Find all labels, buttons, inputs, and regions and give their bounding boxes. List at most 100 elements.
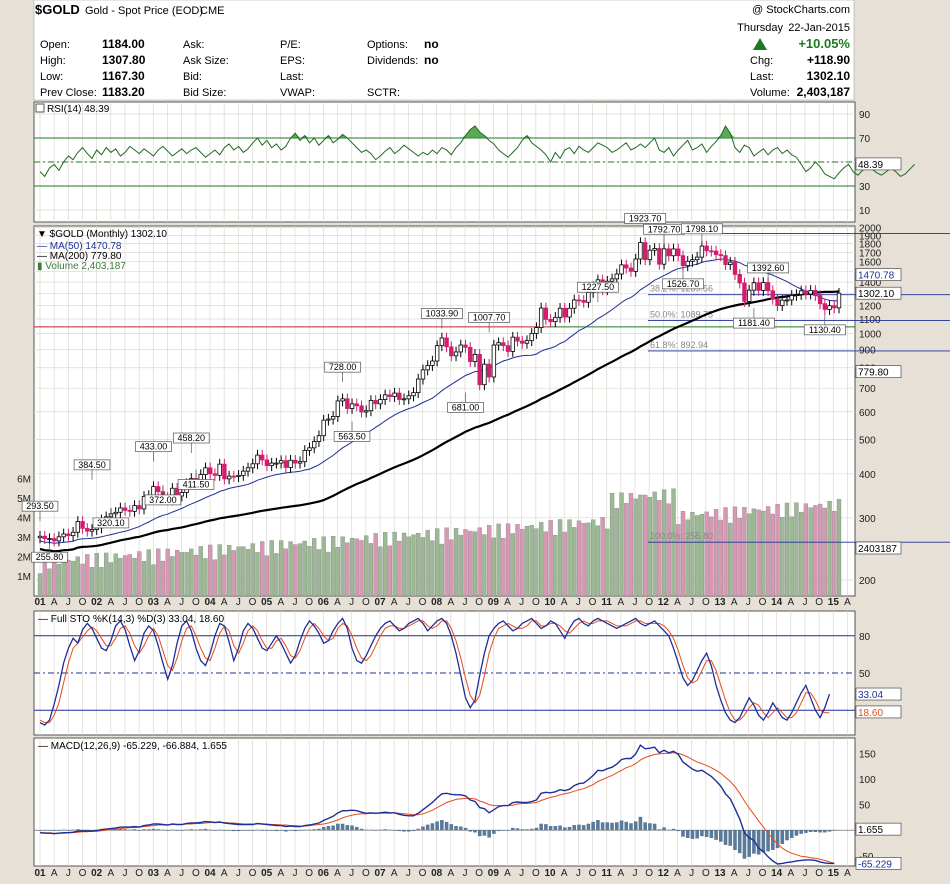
x-tick-label: A	[787, 597, 794, 608]
candle-body	[515, 336, 520, 342]
macd-histogram-bar	[250, 830, 255, 831]
macd-histogram-bar	[383, 829, 387, 831]
macd-histogram-bar	[690, 830, 695, 839]
quote-label: Ask Size:	[183, 55, 229, 67]
volume-bar	[832, 510, 837, 597]
x-tick-label: A	[617, 868, 624, 879]
candle-body	[798, 290, 804, 295]
macd-histogram-bar	[189, 829, 194, 831]
macd-histogram-bar	[477, 830, 482, 837]
macd-panel-frame	[33, 737, 856, 867]
volume-bar	[444, 527, 449, 597]
volume-bar	[80, 563, 85, 597]
macd-histogram-bar	[222, 830, 227, 831]
x-tick-label: O	[79, 868, 87, 879]
rsi-legend: RSI(14) 48.39	[47, 104, 110, 115]
macd-histogram-bar	[146, 829, 151, 831]
macd-histogram-bar	[780, 830, 785, 844]
volume-bar	[340, 536, 345, 597]
macd-histogram-bar	[652, 823, 657, 831]
volume-bar	[189, 548, 194, 597]
x-tick-label: O	[589, 597, 597, 608]
volume-bar	[619, 492, 624, 597]
volume-bar	[127, 554, 132, 597]
fib-label: 61.8%: 892.94	[650, 340, 708, 350]
credit-label: @ StockCharts.com	[752, 4, 850, 16]
macd-histogram-bar	[345, 825, 350, 831]
sto-legend: — Full STO %K(14,3) %D(3) 33.04, 18.60	[38, 614, 224, 625]
x-tick-label: A	[617, 597, 624, 608]
ma50-legend: — MA(50) 1470.78	[37, 241, 122, 252]
macd-histogram-bar	[742, 830, 747, 859]
ma50-tag-bg	[855, 268, 902, 281]
macd-histogram-bar	[496, 830, 501, 832]
macd-histogram-bar	[430, 823, 435, 831]
volume-bar	[406, 536, 411, 597]
x-tick-label: A	[447, 868, 454, 879]
callout-box	[144, 494, 182, 506]
macd-histogram-bar	[425, 824, 430, 831]
volume-bar	[373, 533, 378, 597]
candle-body	[66, 533, 71, 537]
x-tick-label: O	[305, 868, 313, 879]
x-tick-label: J	[406, 597, 411, 608]
candle-body	[652, 248, 657, 251]
macd-histogram-bar	[151, 828, 156, 831]
chg-label: Chg:	[750, 55, 773, 67]
price-tick-label: 400	[859, 470, 876, 481]
x-tick-label: J	[66, 868, 71, 879]
price-callout: 1007.70	[473, 312, 506, 322]
macd-histogram-bar	[823, 830, 827, 833]
candle-body	[794, 294, 799, 296]
exchange-label: CME	[200, 5, 224, 17]
candle-body	[132, 505, 137, 512]
sto-k-tag: 33.04	[858, 690, 883, 701]
macd-histogram-bar	[217, 829, 222, 831]
sto-k-tag-bg	[855, 687, 902, 701]
macd-histogram-bar	[359, 828, 364, 831]
x-tick-label: J	[179, 597, 184, 608]
macd-histogram-bar	[364, 829, 369, 831]
volume-bar	[836, 499, 842, 597]
candle-body	[534, 327, 539, 334]
x-tick-label: A	[164, 868, 171, 879]
macd-tick-label: 50	[859, 801, 871, 812]
price-callout: 1526.70	[667, 279, 700, 289]
quote-label: Low:	[40, 71, 63, 83]
volume-bar	[269, 540, 274, 597]
rsi-tick-label: 10	[859, 206, 871, 217]
x-tick-label: 05	[261, 868, 273, 879]
volume-bar	[174, 550, 180, 597]
x-tick-label: J	[123, 868, 128, 879]
price-callout: 1798.10	[686, 224, 719, 234]
volume-bar	[666, 503, 671, 597]
candle-body	[326, 418, 331, 421]
price-callout: 458.20	[178, 433, 206, 443]
candle-body	[283, 460, 289, 468]
macd-histogram-bar	[785, 830, 789, 841]
callout-box	[324, 361, 361, 373]
volume-bar	[108, 562, 114, 597]
volume-bar	[576, 520, 582, 597]
candle-body	[520, 340, 525, 344]
macd-panel: -50050100150— MACD(12,26,9) -65.229, -66…	[34, 738, 902, 870]
volume-bar	[198, 546, 203, 597]
macd-histogram-bar	[832, 830, 837, 831]
volume-bar	[567, 519, 572, 597]
macd-histogram-bar	[558, 825, 562, 831]
price-callout: 433.00	[140, 442, 168, 452]
macd-histogram-bar	[232, 830, 236, 832]
candle-body	[245, 467, 251, 472]
volume-bar	[482, 534, 487, 597]
last-price-tag-bg	[855, 286, 902, 300]
volume-bar	[553, 534, 558, 597]
sto-d-tag-bg	[855, 705, 902, 719]
volume-bar	[89, 567, 95, 597]
x-tick-label: A	[164, 597, 171, 608]
candle-body	[321, 419, 326, 437]
macd-histogram-bar	[704, 830, 709, 838]
x-tick-label: O	[135, 868, 143, 879]
x-tick-label: O	[475, 868, 483, 879]
macd-histogram-bar	[61, 829, 66, 831]
macd-histogram-bar	[449, 824, 454, 831]
